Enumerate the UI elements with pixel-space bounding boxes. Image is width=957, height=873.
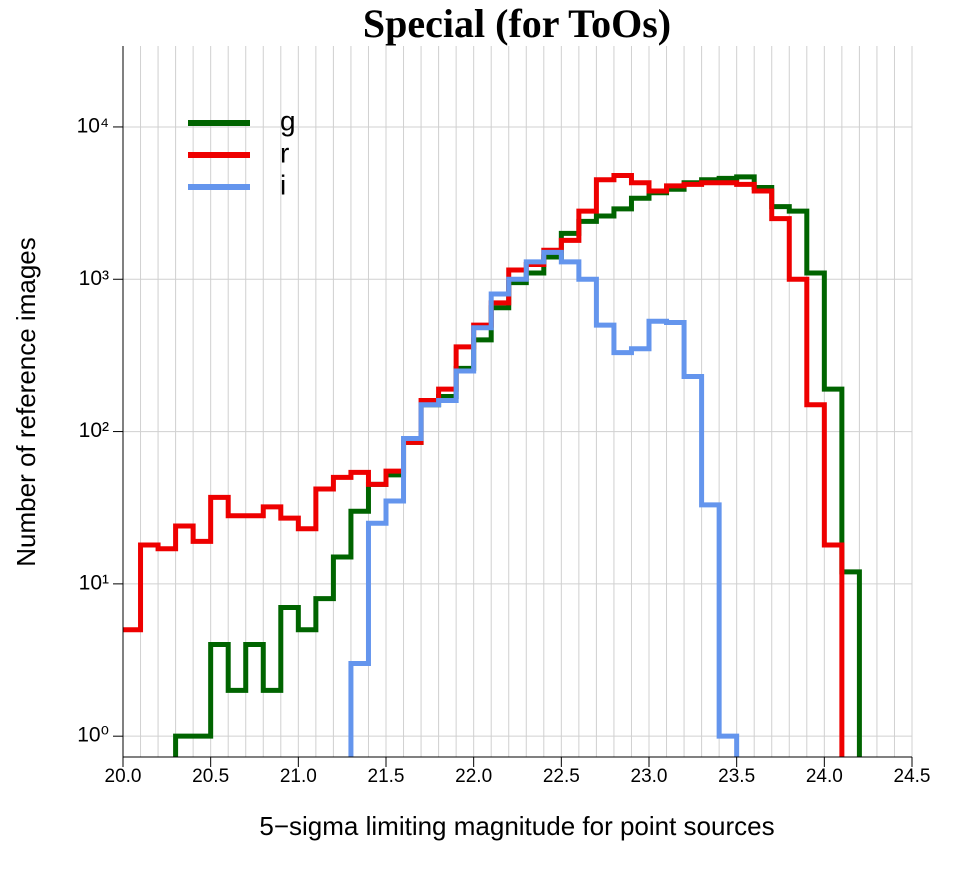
x-axis-label: 5−sigma limiting magnitude for point sou…	[259, 811, 774, 841]
histogram-line	[123, 172, 845, 757]
x-tick-label: 23.5	[718, 766, 755, 787]
x-tick-label: 23.0	[631, 766, 668, 787]
x-tick-label: 21.5	[368, 766, 405, 787]
x-tick-label: 20.5	[192, 766, 229, 787]
histogram-line	[348, 249, 740, 757]
x-tick-label: 24.0	[806, 766, 843, 787]
y-tick-label: 10³	[79, 267, 109, 290]
x-tick-label: 24.5	[894, 766, 931, 787]
y-tick-label: 10²	[79, 419, 109, 442]
y-tick-label: 10¹	[79, 571, 109, 594]
legend-label: g	[280, 105, 296, 136]
histogram-line	[173, 174, 862, 757]
y-tick-label: 10⁰	[77, 724, 109, 747]
x-tick-label: 20.0	[105, 766, 142, 787]
axes: 10⁰ 10¹ 10² 10³ 10⁴ 20.0 20.5 21.0 21.5 22.0 22.5 2…	[77, 46, 931, 787]
x-tick-label: 22.5	[543, 766, 580, 787]
legend-label: r	[280, 137, 289, 168]
chart-title: Special (for ToOs)	[363, 1, 671, 46]
x-tick-label: 21.0	[280, 766, 317, 787]
plot-area	[123, 172, 862, 757]
grid	[122, 46, 913, 757]
y-axis-label: Number of reference images	[11, 237, 41, 566]
x-tick-label: 22.0	[455, 766, 492, 787]
legend-label: i	[280, 169, 286, 200]
y-tick-label: 10⁴	[77, 114, 109, 137]
